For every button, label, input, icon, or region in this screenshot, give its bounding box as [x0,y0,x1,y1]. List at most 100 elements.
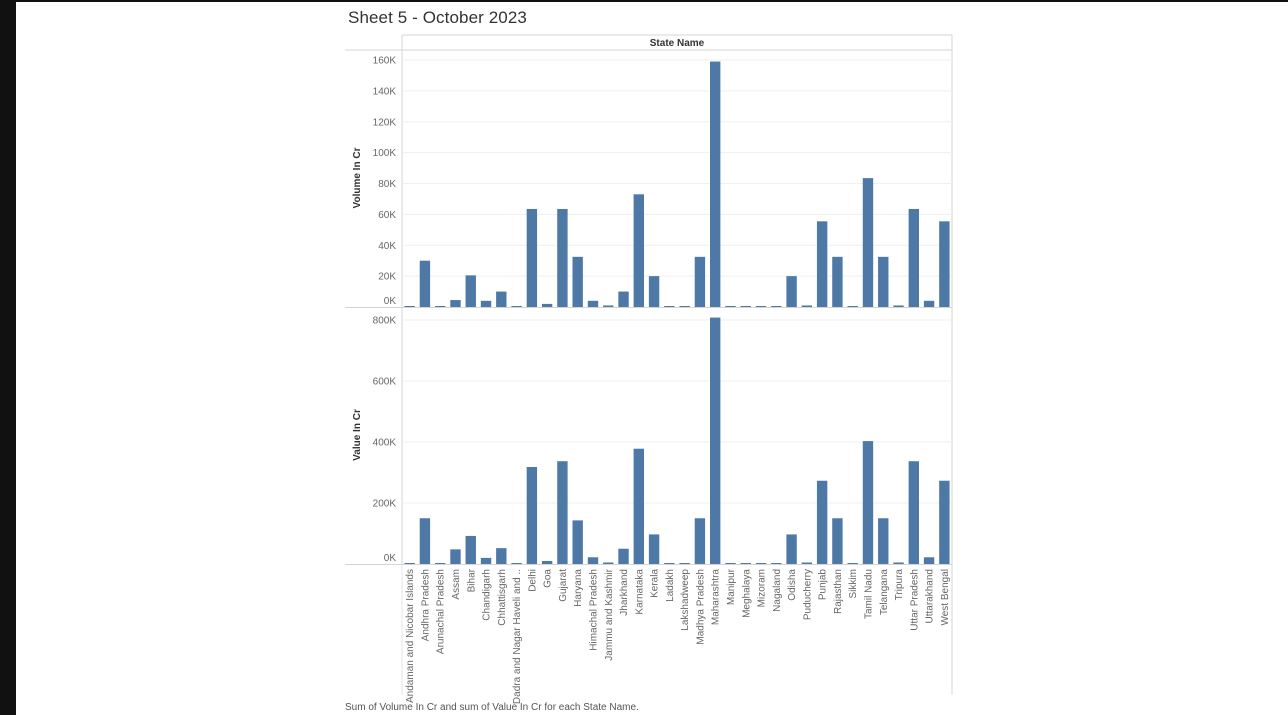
bar-value-15[interactable] [633,448,644,564]
bar-value-8[interactable] [526,467,538,564]
bar-value-0[interactable] [404,563,415,564]
bar-value-12[interactable] [587,557,599,564]
bar-value-9[interactable] [541,560,553,564]
y-tick-label-value-2: 400K [373,438,397,449]
bar-volume-1[interactable] [419,260,431,307]
y-axis-ticks: 0K 20K 40K 60K 80K 100K 120K 140K 160K 0K 200K 400K… [373,56,397,565]
bar-value-22[interactable] [740,563,751,564]
x-tick-label-2: Arunachal Pradesh [436,569,447,654]
bar-volume-27[interactable] [816,221,828,307]
bar-value-14[interactable] [618,548,629,564]
bar-volume-14[interactable] [618,291,629,307]
bar-volume-24[interactable] [771,306,782,307]
x-tick-label-6: Chhattisgarh [497,569,508,626]
bar-volume-11[interactable] [572,256,583,307]
bar-volume-26[interactable] [801,305,813,307]
bar-volume-10[interactable] [557,208,568,307]
bar-volume-9[interactable] [541,303,553,307]
bar-value-16[interactable] [648,534,660,564]
bar-value-31[interactable] [878,518,889,564]
bar-volume-16[interactable] [648,276,660,308]
bar-value-13[interactable] [603,562,614,564]
x-tick-label-10: Gujarat [558,569,569,602]
bar-volume-31[interactable] [878,256,889,307]
x-tick-label-0: Andaman and Nicobar Islands [405,569,416,703]
bar-volume-2[interactable] [435,306,446,307]
bar-value-26[interactable] [801,562,813,564]
bar-value-5[interactable] [480,557,492,564]
bar-volume-21[interactable] [725,306,736,307]
x-tick-label-8: Delhi [527,569,538,592]
bar-volume-34[interactable] [923,300,935,307]
y-tick-label-volume-5: 100K [373,148,397,159]
x-tick-label-28: Rajasthan [833,569,844,614]
bar-value-7[interactable] [511,563,522,564]
bar-volume-33[interactable] [908,208,919,307]
bar-value-34[interactable] [923,557,935,564]
bar-volume-12[interactable] [587,300,599,307]
bar-volume-18[interactable] [679,306,690,307]
sheet-title: Sheet 5 - October 2023 [348,8,527,27]
y-tick-label-volume-8: 160K [373,56,397,67]
bar-value-6[interactable] [496,548,507,564]
bar-value-25[interactable] [786,534,797,564]
bar-volume-19[interactable] [694,256,706,307]
bar-volume-13[interactable] [603,305,614,307]
bar-value-32[interactable] [893,562,904,564]
bar-volume-5[interactable] [480,300,492,307]
bar-volume-6[interactable] [496,291,507,307]
bar-volume-8[interactable] [526,208,538,307]
bar-value-30[interactable] [862,441,874,564]
bar-value-21[interactable] [725,563,736,564]
bar-value-1[interactable] [419,518,431,564]
bar-value-10[interactable] [557,461,568,564]
x-tick-label-15: Karnataka [634,569,645,615]
bars [404,61,950,564]
chart-caption: Sum of Volume In Cr and sum of Value In … [345,702,639,713]
x-tick-label-17: Ladakh [665,569,676,602]
bar-value-23[interactable] [755,563,767,564]
x-tick-label-26: Puducherry [802,569,813,620]
x-tick-label-3: Assam [451,569,462,600]
bar-volume-20[interactable] [710,61,721,307]
bar-volume-17[interactable] [664,306,675,307]
bar-value-29[interactable] [847,563,858,564]
bar-value-3[interactable] [450,549,461,564]
bar-value-27[interactable] [816,480,828,564]
bar-value-19[interactable] [694,518,706,564]
bar-value-33[interactable] [908,461,919,564]
bar-volume-32[interactable] [893,305,904,307]
bar-volume-22[interactable] [740,306,751,307]
bar-volume-7[interactable] [511,306,522,307]
bar-value-24[interactable] [771,563,782,564]
y-tick-label-volume-3: 60K [378,210,396,221]
bar-value-17[interactable] [664,563,675,564]
bar-volume-3[interactable] [450,300,461,307]
bar-volume-0[interactable] [404,306,415,307]
y-tick-label-value-4: 800K [373,316,397,327]
x-tick-label-11: Haryana [573,569,584,607]
bar-value-20[interactable] [710,317,721,564]
bar-value-4[interactable] [465,535,476,564]
bar-volume-35[interactable] [939,221,950,307]
bar-value-35[interactable] [939,480,950,564]
bar-volume-25[interactable] [786,276,797,308]
bar-volume-15[interactable] [633,194,644,307]
bar-volume-30[interactable] [862,178,874,307]
bar-volume-4[interactable] [465,275,476,307]
bar-value-28[interactable] [832,518,843,564]
y-tick-label-volume-6: 120K [373,117,397,128]
bar-volume-29[interactable] [847,306,858,307]
bar-value-18[interactable] [679,563,690,564]
y-tick-label-value-0: 0K [384,553,397,564]
y-tick-label-volume-4: 80K [378,179,396,190]
bar-value-2[interactable] [435,563,446,564]
x-tick-label-13: Jammu and Kashmir [604,568,615,660]
bar-value-11[interactable] [572,520,583,564]
bar-volume-28[interactable] [832,256,843,307]
sheet-window [16,2,1288,715]
y-tick-label-volume-2: 40K [378,241,396,252]
bar-volume-23[interactable] [755,306,767,307]
y-axis-title-value: Value In Cr [352,409,363,461]
